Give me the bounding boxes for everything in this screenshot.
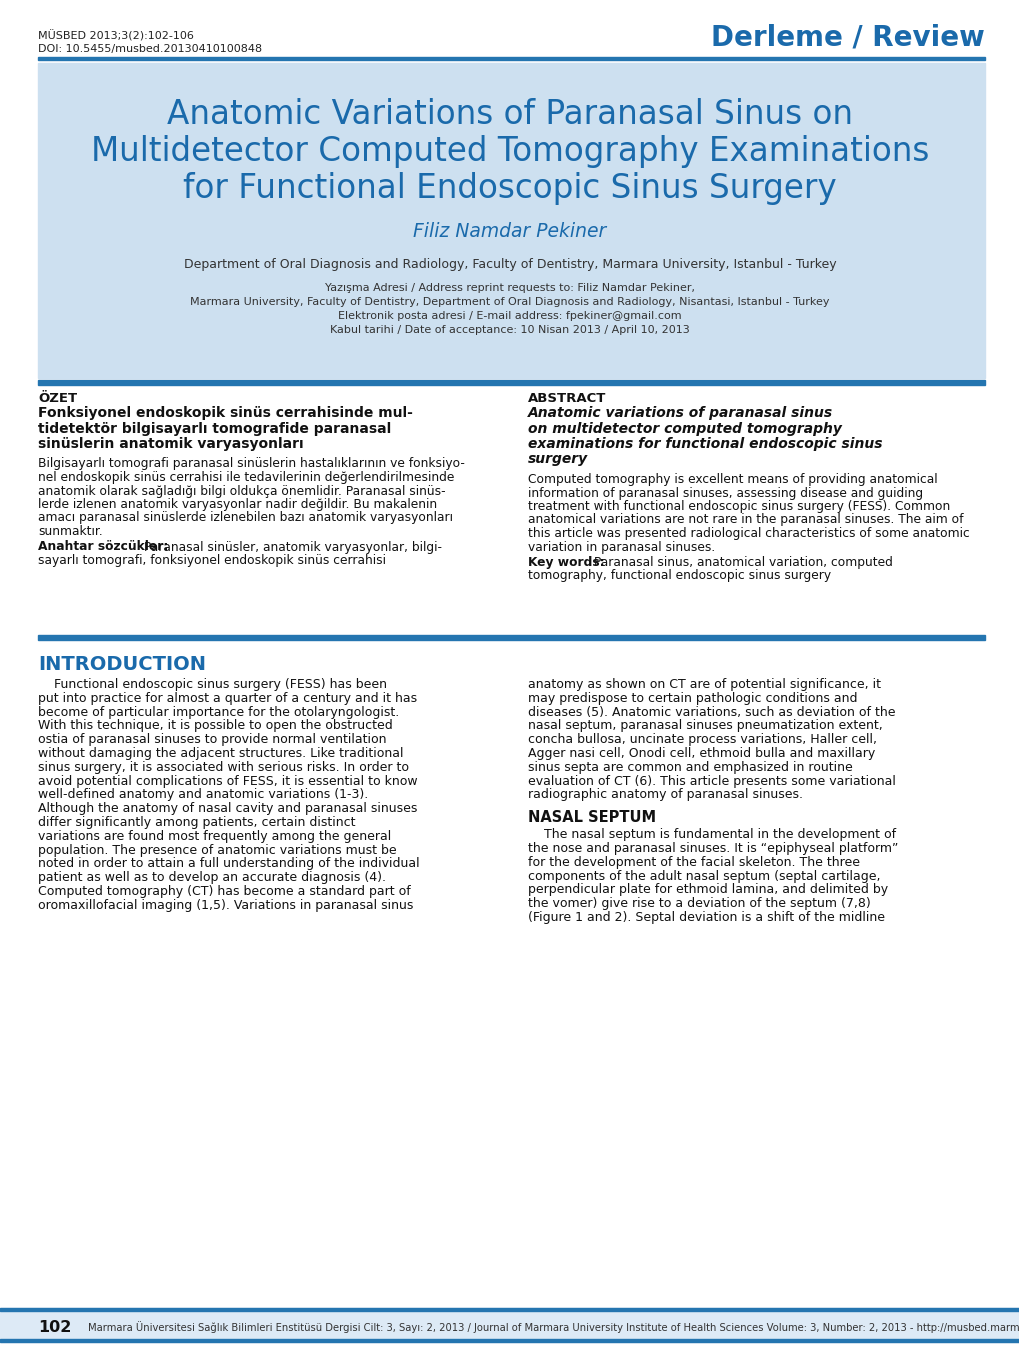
Text: 102: 102 (38, 1320, 71, 1335)
Text: patient as well as to develop an accurate diagnosis (4).: patient as well as to develop an accurat… (38, 871, 385, 884)
Text: Elektronik posta adresi / E-mail address: fpekiner@gmail.com: Elektronik posta adresi / E-mail address… (338, 311, 681, 321)
Text: nasal septum, paranasal sinuses pneumatization extent,: nasal septum, paranasal sinuses pneumati… (528, 720, 881, 732)
Text: for the development of the facial skeleton. The three: for the development of the facial skelet… (528, 856, 859, 869)
Text: variation in paranasal sinuses.: variation in paranasal sinuses. (528, 540, 714, 554)
Text: become of particular importance for the otolaryngologist.: become of particular importance for the … (38, 706, 398, 718)
Text: nel endoskopik sinüs cerrahisi ile tedavilerinin değerlendirilmesinde: nel endoskopik sinüs cerrahisi ile tedav… (38, 471, 453, 484)
Text: (Figure 1 and 2). Septal deviation is a shift of the midline: (Figure 1 and 2). Septal deviation is a … (528, 911, 884, 923)
Text: ostia of paranasal sinuses to provide normal ventilation: ostia of paranasal sinuses to provide no… (38, 733, 386, 746)
Text: evaluation of CT (6). This article presents some variational: evaluation of CT (6). This article prese… (528, 774, 895, 788)
Text: Anatomic Variations of Paranasal Sinus on: Anatomic Variations of Paranasal Sinus o… (167, 98, 852, 131)
Text: Fonksiyonel endoskopik sinüs cerrahisinde mul-: Fonksiyonel endoskopik sinüs cerrahisind… (38, 406, 413, 420)
Text: tidetektör bilgisayarlı tomografide paranasal: tidetektör bilgisayarlı tomografide para… (38, 421, 391, 435)
Text: Paranasal sinüsler, anatomik varyasyonlar, bilgi-: Paranasal sinüsler, anatomik varyasyonla… (140, 540, 441, 554)
Text: Filiz Namdar Pekiner: Filiz Namdar Pekiner (413, 222, 606, 241)
Text: The nasal septum is fundamental in the development of: The nasal septum is fundamental in the d… (528, 828, 896, 841)
Text: Marmara Üniversitesi Sağlık Bilimleri Enstitüsü Dergisi Cilt: 3, Sayı: 2, 2013 /: Marmara Üniversitesi Sağlık Bilimleri En… (88, 1321, 1019, 1332)
Text: components of the adult nasal septum (septal cartilage,: components of the adult nasal septum (se… (528, 870, 879, 882)
Text: NASAL SEPTUM: NASAL SEPTUM (528, 810, 655, 825)
Text: on multidetector computed tomography: on multidetector computed tomography (528, 421, 841, 435)
Text: sinus surgery, it is associated with serious risks. In order to: sinus surgery, it is associated with ser… (38, 761, 409, 774)
Text: oromaxillofacial imaging (1,5). Variations in paranasal sinus: oromaxillofacial imaging (1,5). Variatio… (38, 899, 413, 912)
Text: perpendicular plate for ethmoid lamina, and delimited by: perpendicular plate for ethmoid lamina, … (528, 884, 888, 896)
Text: well-defined anatomy and anatomic variations (1-3).: well-defined anatomy and anatomic variat… (38, 788, 368, 802)
Text: Multidetector Computed Tomography Examinations: Multidetector Computed Tomography Examin… (91, 135, 928, 168)
Text: Key words:: Key words: (528, 555, 604, 569)
Text: noted in order to attain a full understanding of the individual: noted in order to attain a full understa… (38, 858, 419, 870)
Text: anatomy as shown on CT are of potential significance, it: anatomy as shown on CT are of potential … (528, 679, 880, 691)
Text: Bilgisayarlı tomografi paranasal sinüslerin hastalıklarının ve fonksiyo-: Bilgisayarlı tomografi paranasal sinüsle… (38, 457, 465, 471)
Text: for Functional Endoscopic Sinus Surgery: for Functional Endoscopic Sinus Surgery (183, 172, 836, 205)
Text: MÜSBED 2013;3(2):102-106: MÜSBED 2013;3(2):102-106 (38, 30, 194, 41)
Text: diseases (5). Anatomic variations, such as deviation of the: diseases (5). Anatomic variations, such … (528, 706, 895, 718)
Text: Department of Oral Diagnosis and Radiology, Faculty of Dentistry, Marmara Univer: Department of Oral Diagnosis and Radiolo… (183, 259, 836, 271)
Text: DOI: 10.5455/musbed.20130410100848: DOI: 10.5455/musbed.20130410100848 (38, 44, 262, 53)
Text: variations are found most frequently among the general: variations are found most frequently amo… (38, 830, 391, 843)
Text: sayarlı tomografi, fonksiyonel endoskopik sinüs cerrahisi: sayarlı tomografi, fonksiyonel endoskopi… (38, 554, 385, 566)
Text: Derleme / Review: Derleme / Review (710, 25, 984, 52)
Text: Anatomic variations of paranasal sinus: Anatomic variations of paranasal sinus (528, 406, 833, 420)
Bar (38, 635, 984, 640)
Text: anatomical variations are not rare in the paranasal sinuses. The aim of: anatomical variations are not rare in th… (528, 513, 963, 527)
Bar (38, 56, 984, 60)
Text: INTRODUCTION: INTRODUCTION (38, 655, 206, 674)
Text: sinüslerin anatomik varyasyonları: sinüslerin anatomik varyasyonları (38, 436, 304, 451)
Text: differ significantly among patients, certain distinct: differ significantly among patients, cer… (38, 815, 356, 829)
Text: Paranasal sinus, anatomical variation, computed: Paranasal sinus, anatomical variation, c… (589, 555, 892, 569)
Text: avoid potential complications of FESS, it is essential to know: avoid potential complications of FESS, i… (38, 774, 417, 788)
Bar (0, 1339, 1019, 1342)
Text: the vomer) give rise to a deviation of the septum (7,8): the vomer) give rise to a deviation of t… (528, 897, 870, 910)
Text: Computed tomography (CT) has become a standard part of: Computed tomography (CT) has become a st… (38, 885, 411, 897)
Text: population. The presence of anatomic variations must be: population. The presence of anatomic var… (38, 844, 396, 856)
Text: surgery: surgery (528, 453, 588, 466)
Text: tomography, functional endoscopic sinus surgery: tomography, functional endoscopic sinus … (528, 569, 830, 583)
Text: without damaging the adjacent structures. Like traditional: without damaging the adjacent structures… (38, 747, 404, 761)
Text: concha bullosa, uncinate process variations, Haller cell,: concha bullosa, uncinate process variati… (528, 733, 876, 746)
Text: this article was presented radiological characteristics of some anatomic: this article was presented radiological … (528, 527, 969, 540)
Bar (0, 1308, 1019, 1311)
Text: ABSTRACT: ABSTRACT (528, 393, 605, 405)
Text: Kabul tarihi / Date of acceptance: 10 Nisan 2013 / April 10, 2013: Kabul tarihi / Date of acceptance: 10 Ni… (330, 326, 689, 335)
Text: examinations for functional endoscopic sinus: examinations for functional endoscopic s… (528, 436, 881, 451)
Text: sunmaktır.: sunmaktır. (38, 525, 103, 538)
Text: anatomik olarak sağladığı bilgi oldukça önemlidir. Paranasal sinüs-: anatomik olarak sağladığı bilgi oldukça … (38, 484, 445, 498)
Bar (38, 63, 984, 378)
Text: may predispose to certain pathologic conditions and: may predispose to certain pathologic con… (528, 692, 857, 705)
Text: put into practice for almost a quarter of a century and it has: put into practice for almost a quarter o… (38, 692, 417, 705)
Text: ÖZET: ÖZET (38, 393, 77, 405)
Text: Computed tomography is excellent means of providing anatomical: Computed tomography is excellent means o… (528, 473, 936, 486)
Bar (0, 1308, 1019, 1342)
Text: treatment with functional endoscopic sinus surgery (FESS). Common: treatment with functional endoscopic sin… (528, 499, 950, 513)
Text: amacı paranasal sinüslerde izlenebilen bazı anatomik varyasyonları: amacı paranasal sinüslerde izlenebilen b… (38, 512, 452, 524)
Text: Agger nasi cell, Onodi cell, ethmoid bulla and maxillary: Agger nasi cell, Onodi cell, ethmoid bul… (528, 747, 874, 761)
Text: Marmara University, Faculty of Dentistry, Department of Oral Diagnosis and Radio: Marmara University, Faculty of Dentistry… (191, 297, 828, 306)
Bar (38, 380, 984, 384)
Text: Although the anatomy of nasal cavity and paranasal sinuses: Although the anatomy of nasal cavity and… (38, 802, 417, 815)
Text: radiographic anatomy of paranasal sinuses.: radiographic anatomy of paranasal sinuse… (528, 788, 802, 802)
Text: lerde izlenen anatomik varyasyonlar nadir değildir. Bu makalenin: lerde izlenen anatomik varyasyonlar nadi… (38, 498, 437, 512)
Text: the nose and paranasal sinuses. It is “epiphyseal platform”: the nose and paranasal sinuses. It is “e… (528, 841, 898, 855)
Text: Functional endoscopic sinus surgery (FESS) has been: Functional endoscopic sinus surgery (FES… (38, 679, 386, 691)
Text: Anahtar sözcükler:: Anahtar sözcükler: (38, 540, 168, 554)
Text: Yazışma Adresi / Address reprint requests to: Filiz Namdar Pekiner,: Yazışma Adresi / Address reprint request… (325, 283, 694, 293)
Text: With this technique, it is possible to open the obstructed: With this technique, it is possible to o… (38, 720, 392, 732)
Text: information of paranasal sinuses, assessing disease and guiding: information of paranasal sinuses, assess… (528, 487, 922, 499)
Text: sinus septa are common and emphasized in routine: sinus septa are common and emphasized in… (528, 761, 852, 774)
